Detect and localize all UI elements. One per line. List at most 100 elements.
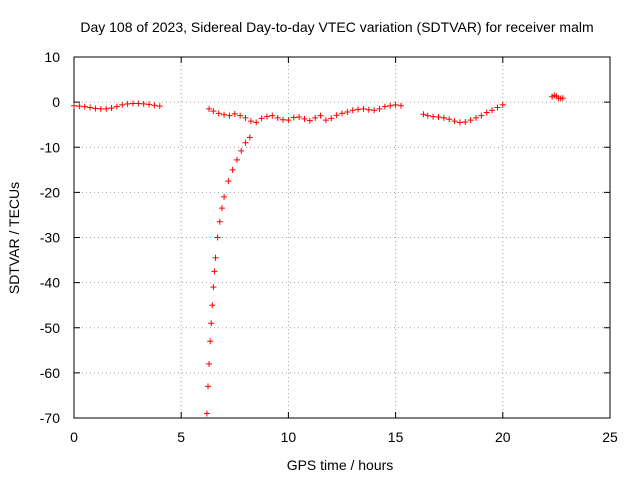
- x-tick-label: 5: [177, 429, 185, 445]
- data-point: [462, 118, 469, 125]
- data-point: [209, 302, 216, 309]
- data-point: [290, 114, 297, 121]
- data-point: [285, 117, 292, 124]
- data-point: [280, 116, 287, 123]
- data-point: [376, 105, 383, 112]
- y-tick-label: -70: [40, 410, 60, 426]
- data-point: [478, 112, 485, 119]
- data-point: [214, 234, 221, 241]
- x-tick-label: 10: [281, 429, 297, 445]
- data-point: [317, 112, 324, 119]
- data-point: [333, 112, 340, 119]
- data-point: [103, 105, 110, 112]
- data-series: [203, 134, 253, 417]
- data-point: [467, 117, 474, 124]
- data-point: [233, 156, 240, 163]
- y-tick-label: 10: [44, 49, 60, 65]
- data-point: [203, 410, 210, 417]
- data-point: [301, 115, 308, 122]
- data-point: [238, 147, 245, 154]
- data-point: [483, 109, 490, 116]
- data-point: [306, 117, 313, 124]
- x-tick-label: 20: [495, 429, 511, 445]
- data-point: [387, 102, 394, 109]
- data-point: [420, 111, 427, 118]
- data-point: [210, 284, 217, 291]
- data-point: [365, 106, 372, 113]
- data-point: [339, 110, 345, 117]
- data-point: [129, 100, 136, 107]
- y-axis-label: SDTVAR / TECUs: [6, 182, 22, 294]
- data-point: [456, 119, 463, 126]
- data-point: [76, 103, 83, 110]
- y-tick-label: -30: [40, 230, 60, 246]
- data-point: [263, 113, 270, 120]
- data-point: [151, 102, 158, 109]
- data-point: [344, 109, 351, 116]
- data-point: [210, 108, 217, 115]
- data-point: [430, 113, 437, 120]
- y-tick-label: -20: [40, 184, 60, 200]
- data-point: [274, 114, 281, 121]
- axis-ticks: [73, 56, 611, 419]
- data-point: [140, 100, 147, 107]
- data-point: [312, 114, 319, 121]
- y-tick-label: -50: [40, 320, 60, 336]
- data-series: [549, 92, 566, 102]
- data-point: [113, 103, 120, 110]
- data-point: [221, 111, 228, 118]
- data-point: [360, 105, 367, 112]
- data-point: [489, 107, 496, 114]
- data-point: [156, 103, 163, 110]
- data-point: [237, 112, 244, 119]
- data-point: [225, 178, 232, 185]
- data-point: [242, 114, 249, 121]
- data-point: [135, 100, 142, 107]
- data-point: [205, 383, 211, 390]
- data-point: [207, 338, 214, 345]
- data-point: [247, 118, 254, 125]
- x-tick-label: 15: [388, 429, 404, 445]
- data-point: [87, 104, 94, 111]
- data-point: [446, 116, 453, 123]
- data-point: [499, 101, 506, 108]
- data-point: [92, 105, 99, 112]
- data-point: [424, 112, 431, 119]
- data-points: [71, 92, 566, 417]
- data-point: [242, 139, 249, 146]
- data-point: [119, 101, 126, 108]
- data-point: [397, 102, 404, 109]
- data-point: [451, 118, 458, 125]
- data-point: [218, 205, 225, 212]
- data-point: [296, 114, 303, 121]
- data-point: [473, 114, 479, 121]
- data-point: [215, 110, 222, 117]
- data-point: [559, 95, 566, 102]
- data-point: [246, 134, 253, 141]
- tick-labels: 0 5 10 15 20 25 -70 -60 -50 -40 -30 -20 -10 0 10: [40, 49, 618, 445]
- x-tick-label: 25: [602, 429, 618, 445]
- data-point: [97, 105, 104, 112]
- data-series: [71, 100, 163, 112]
- data-point: [328, 115, 335, 122]
- data-point: [355, 106, 362, 113]
- data-point: [221, 193, 228, 200]
- data-point: [124, 100, 131, 107]
- y-tick-label: -60: [40, 365, 60, 381]
- data-point: [349, 107, 356, 114]
- data-point: [440, 114, 447, 121]
- y-tick-label: -10: [40, 139, 60, 155]
- data-point: [212, 254, 219, 261]
- data-point: [226, 112, 233, 119]
- data-point: [253, 119, 260, 126]
- data-point: [146, 101, 153, 108]
- data-point: [494, 104, 501, 111]
- data-point: [206, 360, 213, 367]
- data-point: [269, 112, 276, 119]
- data-point: [231, 110, 238, 117]
- chart-title: Day 108 of 2023, Sidereal Day-to-day VTE…: [80, 19, 593, 35]
- data-series: [420, 101, 506, 126]
- y-tick-label: -40: [40, 275, 60, 291]
- grid-lines: [74, 57, 610, 418]
